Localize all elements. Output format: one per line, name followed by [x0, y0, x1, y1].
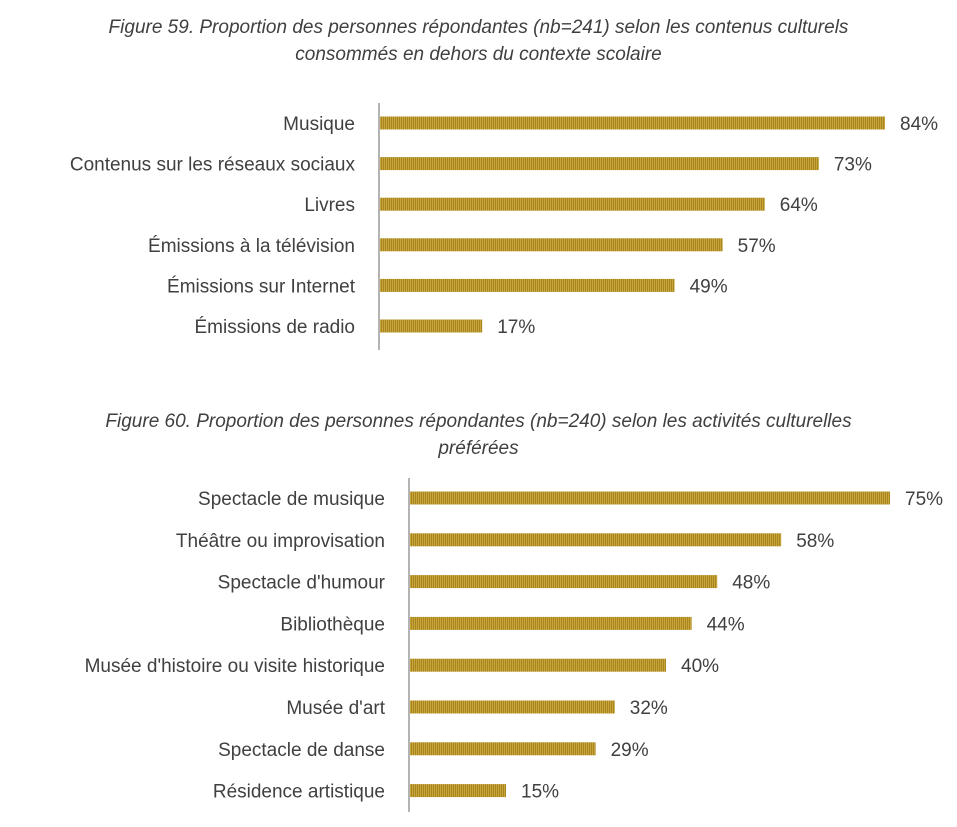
chart-2-bar — [410, 700, 615, 714]
chart-2-bar — [410, 616, 692, 630]
chart-2-data-label: 44% — [707, 614, 745, 635]
chart-2-category-label: Spectacle de musique — [198, 489, 385, 510]
chart-2-category-label: Spectacle d'humour — [218, 573, 386, 594]
chart-2-data-label: 15% — [521, 782, 559, 803]
chart-2-data-label: 75% — [905, 489, 943, 510]
chart-1-bar — [380, 319, 483, 333]
chart-1-category-label: Contenus sur les réseaux sociaux — [70, 155, 356, 176]
chart-2-category-label: Théâtre ou improvisation — [176, 531, 385, 552]
chart-1-data-label: 64% — [780, 195, 818, 216]
chart-2-bar — [410, 742, 596, 756]
chart-2-title: Figure 60. Proportion des personnes répo… — [0, 408, 957, 462]
chart-2-title-line-2: préférées — [438, 438, 519, 459]
chart-1-category-label: Musique — [283, 114, 355, 135]
chart-1-data-label: 17% — [497, 317, 535, 338]
chart-2-bar — [410, 784, 506, 798]
chart-1-bar — [380, 116, 885, 130]
chart-2-category-label: Bibliothèque — [280, 614, 385, 635]
chart-1-data-label: 57% — [738, 236, 776, 257]
chart-1-category-label: Émissions à la télévision — [148, 236, 355, 257]
chart-1-category-label: Émissions de radio — [194, 317, 355, 338]
chart-2-bar-chart: Spectacle de musique 75% Théâtre ou improv… — [85, 478, 943, 812]
chart-1-title-line-1: Figure 59. Proportion des personnes répo… — [108, 17, 849, 38]
chart-1-bar — [380, 197, 765, 211]
chart-1-bar — [380, 157, 819, 171]
chart-2-bar — [410, 658, 666, 672]
chart-1-bar-chart: Musique 84% Contenus sur les réseaux socia… — [70, 103, 938, 350]
chart-1-category-label: Émissions sur Internet — [167, 276, 356, 297]
chart-2-category-label: Musée d'histoire ou visite historique — [85, 656, 385, 677]
chart-1-title-line-2: consommés en dehors du contexte scolaire — [295, 44, 662, 65]
chart-1-category-label: Livres — [304, 195, 355, 216]
chart-2-bar — [410, 533, 782, 547]
chart-1-bar — [380, 238, 723, 252]
chart-2-data-label: 40% — [681, 656, 719, 677]
chart-2-data-label: 48% — [732, 573, 770, 594]
chart-2-category-label: Spectacle de danse — [218, 740, 385, 761]
chart-2-title-line-1: Figure 60. Proportion des personnes répo… — [105, 411, 852, 432]
chart-2-category-label: Musée d'art — [286, 698, 385, 719]
chart-1-title: Figure 59. Proportion des personnes répo… — [0, 14, 957, 68]
chart-1-bar — [380, 278, 675, 292]
chart-2-category-label: Résidence artistique — [213, 782, 385, 803]
chart-1-data-label: 73% — [834, 155, 872, 176]
chart-2-bar — [410, 491, 890, 505]
chart-1-data-label: 84% — [900, 114, 938, 135]
chart-2-bar — [410, 575, 718, 589]
chart-2-data-label: 29% — [611, 740, 649, 761]
chart-2-data-label: 32% — [630, 698, 668, 719]
chart-2-data-label: 58% — [796, 531, 834, 552]
chart-1-data-label: 49% — [690, 276, 728, 297]
